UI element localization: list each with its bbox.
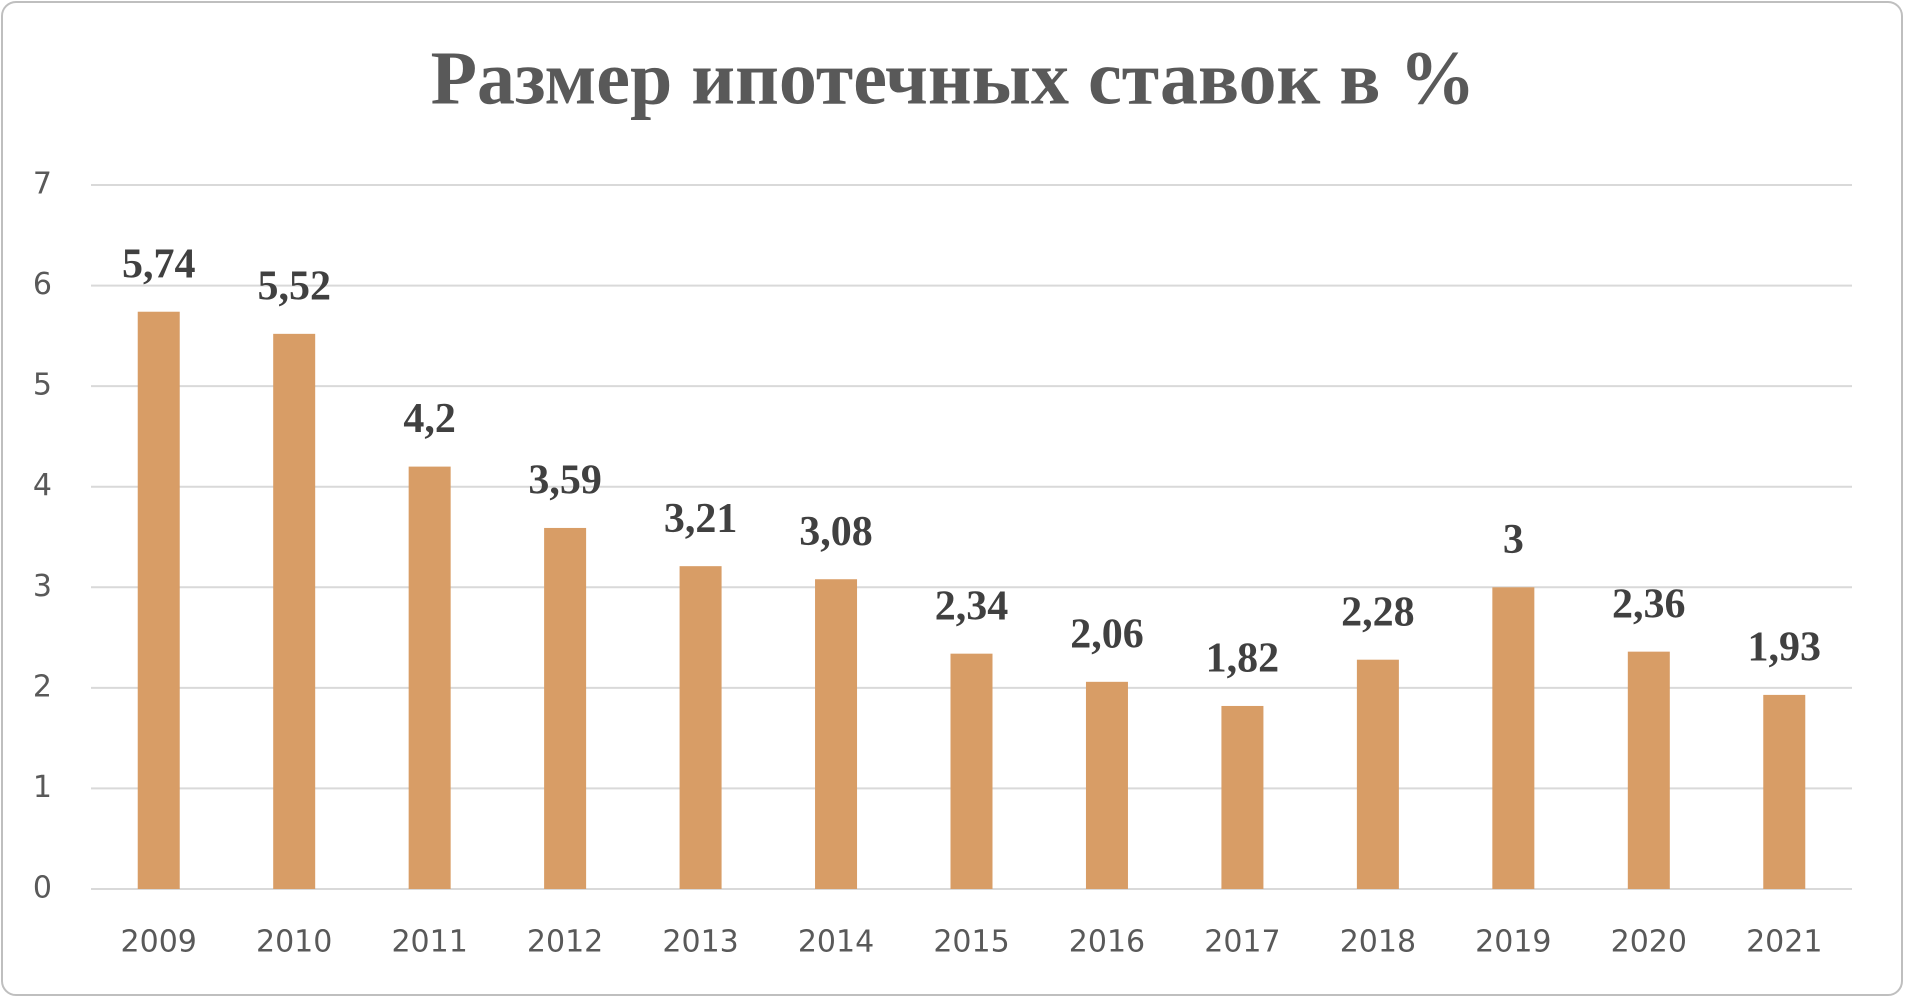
bar (950, 653, 993, 889)
x-tick-label: 2013 (662, 925, 738, 960)
y-tick-label: 0 (33, 871, 52, 906)
chart-title: Размер ипотечных ставок в % (431, 36, 1476, 120)
bar (1763, 694, 1806, 889)
bar (273, 333, 316, 889)
bar (1627, 651, 1670, 889)
y-tick-label: 2 (33, 669, 52, 704)
x-tick-label: 2016 (1069, 925, 1145, 960)
bar (408, 466, 451, 889)
data-label: 2,34 (935, 583, 1009, 629)
x-tick-label: 2020 (1611, 925, 1687, 960)
y-tick-label: 3 (33, 569, 52, 604)
y-tick-label: 6 (33, 267, 52, 302)
x-tick-label: 2017 (1204, 925, 1280, 960)
x-tick-label: 2009 (121, 925, 197, 960)
data-label: 2,36 (1612, 581, 1686, 627)
bar (544, 527, 587, 889)
x-tick-label: 2010 (256, 925, 332, 960)
data-label: 3,21 (664, 496, 738, 542)
data-label: 3,08 (799, 509, 873, 555)
x-tick-label: 2012 (527, 925, 603, 960)
data-label: 1,93 (1748, 625, 1822, 671)
data-label: 2,06 (1070, 611, 1144, 657)
data-label: 1,82 (1206, 636, 1280, 682)
y-tick-label: 4 (33, 468, 52, 503)
bar (137, 311, 180, 890)
x-tick-label: 2015 (933, 925, 1009, 960)
bar (1356, 659, 1399, 889)
data-label: 2,28 (1341, 589, 1415, 635)
data-label: 3 (1503, 517, 1524, 563)
bar (1085, 681, 1128, 889)
y-tick-label: 1 (33, 770, 52, 805)
data-label: 3,59 (528, 458, 602, 504)
x-tick-label: 2019 (1475, 925, 1551, 960)
x-tick-label: 2018 (1340, 925, 1416, 960)
y-tick-label: 7 (33, 167, 52, 202)
bar (1221, 705, 1264, 889)
data-label: 5,74 (122, 241, 196, 287)
x-tick-label: 2011 (391, 925, 467, 960)
x-tick-label: 2014 (798, 925, 874, 960)
bar (1492, 587, 1535, 889)
y-tick-label: 5 (33, 368, 52, 403)
bar (679, 566, 722, 889)
x-tick-label: 2021 (1746, 925, 1822, 960)
data-label: 4,2 (403, 396, 456, 442)
bar (815, 579, 858, 889)
data-label: 5,52 (257, 263, 331, 309)
